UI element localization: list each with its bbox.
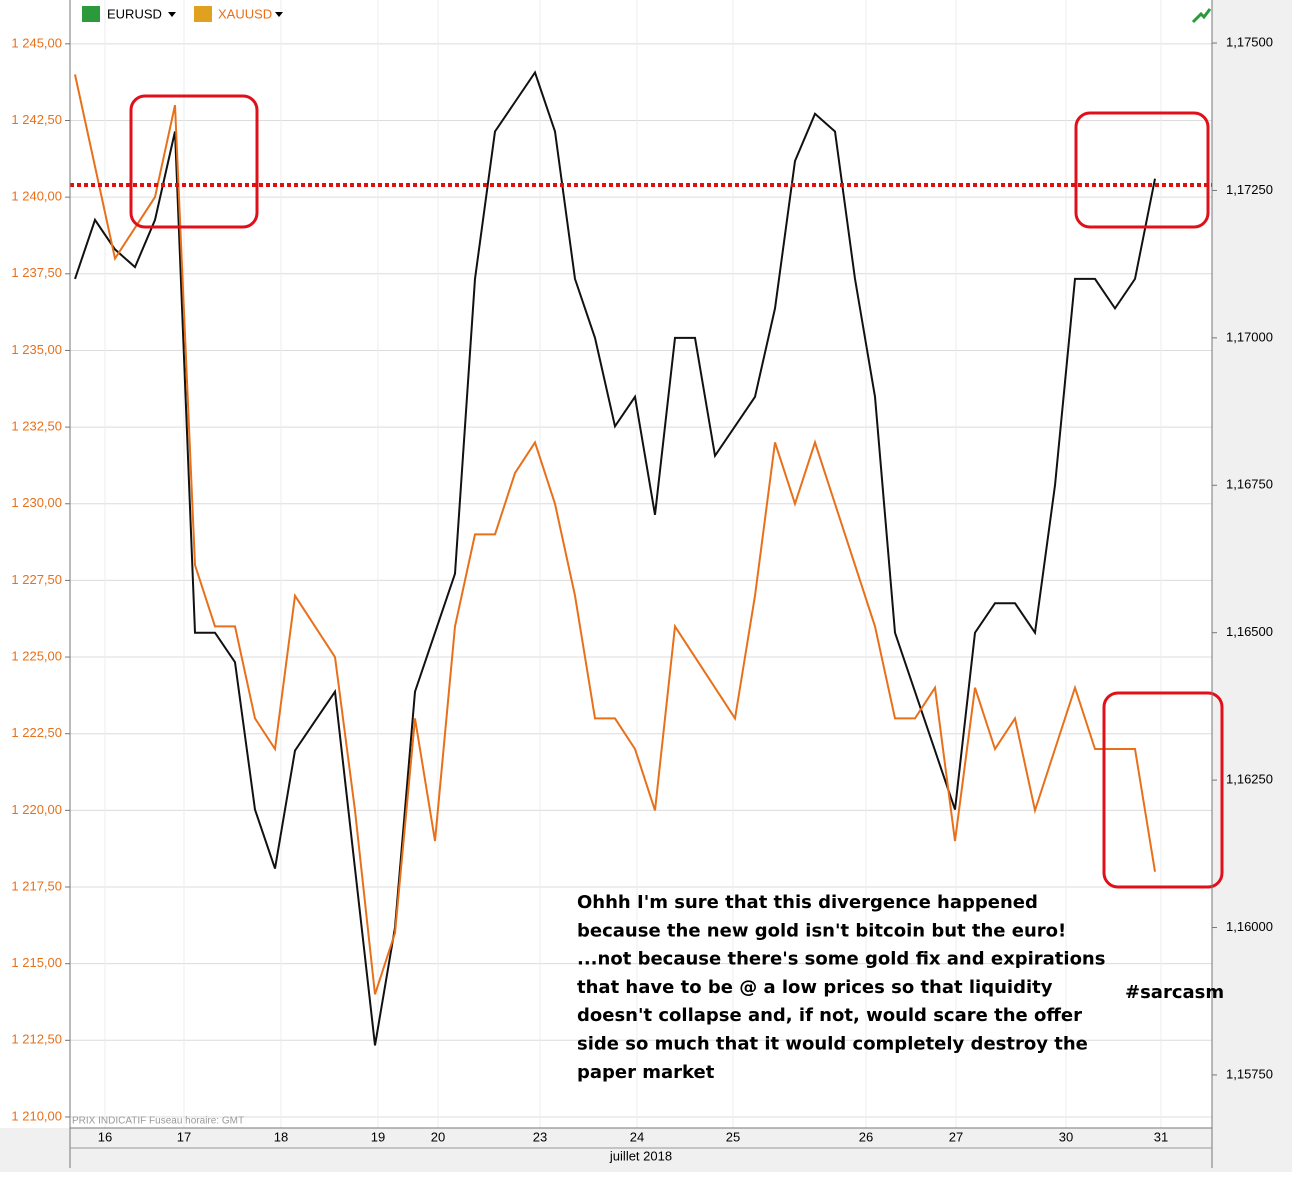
x-tick-label: 16 (98, 1129, 112, 1144)
y-tick-label: 1 215,00 (11, 955, 62, 970)
y2-tick-label: 1,16250 (1226, 772, 1273, 787)
x-tick-label: 27 (949, 1129, 963, 1144)
y-tick-label: 1 222,50 (11, 725, 62, 740)
annotation-line: because the new gold isn't bitcoin but t… (577, 920, 1066, 941)
x-tick-label: 19 (371, 1129, 385, 1144)
y2-tick-label: 1,15750 (1226, 1066, 1273, 1081)
annotation-line: paper market (577, 1062, 715, 1083)
highlight-box (129, 94, 259, 229)
y2-tick-label: 1,17500 (1226, 34, 1273, 49)
highlight-box (1074, 111, 1210, 229)
x-tick-label: 17 (177, 1129, 191, 1144)
x-tick-label: 25 (726, 1129, 740, 1144)
y-tick-label: 1 210,00 (11, 1108, 62, 1123)
y-tick-label: 1 240,00 (11, 189, 62, 204)
y-tick-label: 1 220,00 (11, 802, 62, 817)
y2-tick-label: 1,17250 (1226, 182, 1273, 197)
x-tick-label: 30 (1059, 1129, 1073, 1144)
x-tick-label: 24 (630, 1129, 644, 1144)
x-tick-label: 26 (859, 1129, 873, 1144)
highlight-box (1102, 691, 1224, 889)
x-axis-label: juillet 2018 (609, 1148, 672, 1163)
annotation-line: ...not because there's some gold fix and… (577, 949, 1105, 970)
dropdown-arrow[interactable] (275, 12, 283, 17)
x-tick-label: 18 (274, 1129, 288, 1144)
y-tick-label: 1 232,50 (11, 419, 62, 434)
series-line (74, 74, 1156, 995)
legend-icon[interactable] (194, 6, 212, 22)
y2-tick-label: 1,16500 (1226, 624, 1273, 639)
annotation-line: side so much that it would completely de… (577, 1034, 1088, 1055)
y-tick-label: 1 242,50 (11, 112, 62, 127)
y2-tick-label: 1,17000 (1226, 329, 1273, 344)
y-tick-label: 1 230,00 (11, 495, 62, 510)
y-tick-label: 1 245,00 (11, 35, 62, 50)
y-tick-label: 1 227,50 (11, 572, 62, 587)
legend-label[interactable]: EURUSD (107, 6, 162, 21)
x-tick-label: 23 (533, 1129, 547, 1144)
y2-tick-label: 1,16000 (1226, 919, 1273, 934)
annotation-line: doesn't collapse and, if not, would scar… (577, 1005, 1082, 1026)
dropdown-arrow[interactable] (168, 12, 176, 17)
series-line (74, 70, 1156, 1046)
annotation-line: that have to be @ a low prices so that l… (577, 977, 1053, 998)
legend-icon[interactable] (82, 6, 100, 22)
hashtag: #sarcasm (1125, 982, 1224, 1003)
x-tick-label: 31 (1154, 1129, 1168, 1144)
y-tick-label: 1 212,50 (11, 1032, 62, 1047)
y-tick-label: 1 225,00 (11, 648, 62, 663)
footnote: PRIX INDICATIF Fuseau horaire: GMT (72, 1116, 244, 1127)
plot-area (0, 0, 1212, 1128)
status-icon (1191, 8, 1212, 24)
y2-tick-label: 1,16750 (1226, 477, 1273, 492)
x-tick-label: 20 (431, 1129, 445, 1144)
annotation-line: Ohhh I'm sure that this divergence happe… (577, 892, 1038, 913)
legend-label[interactable]: XAUUSD (218, 6, 272, 21)
y-tick-label: 1 217,50 (11, 878, 62, 893)
y-tick-label: 1 235,00 (11, 342, 62, 357)
y-tick-label: 1 237,50 (11, 265, 62, 280)
